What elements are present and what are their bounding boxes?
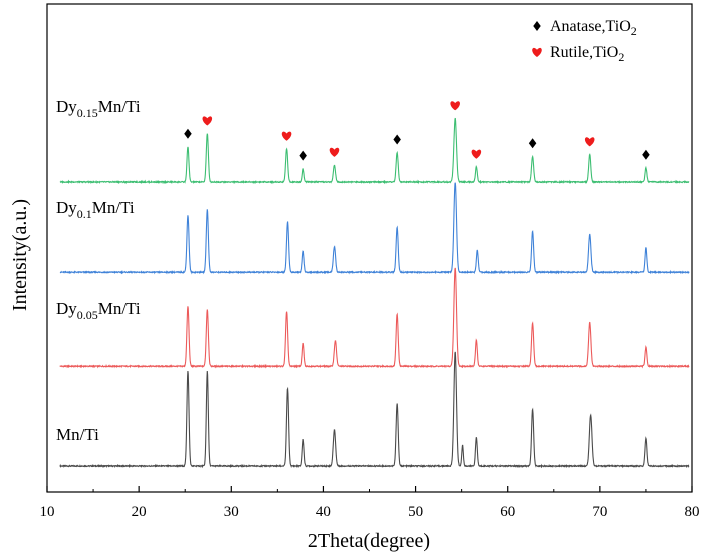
- rutile-peak-marker: [202, 116, 213, 126]
- series-line: [59, 117, 690, 185]
- x-tick-label: 10: [40, 504, 55, 520]
- anatase-peak-marker: [393, 134, 401, 145]
- anatase-peak-marker: [184, 128, 192, 139]
- rutile-peak-marker: [584, 137, 595, 147]
- x-tick-label: 80: [685, 504, 700, 520]
- series-line: [59, 351, 690, 469]
- series-label: Dy0.1Mn/Ti: [56, 198, 135, 221]
- series-line: [59, 267, 690, 369]
- anatase-peak-marker: [299, 150, 307, 161]
- x-tick-label: 50: [408, 504, 423, 520]
- series-line: [59, 182, 690, 275]
- plot-frame: [46, 3, 693, 493]
- legend: Anatase,TiO2 Rutile,TiO2: [532, 18, 637, 64]
- series-label: Dy0.05Mn/Ti: [56, 299, 141, 322]
- legend-entry-label: Anatase,TiO2: [550, 18, 637, 38]
- x-axis-label: 2Theta(degree): [308, 530, 430, 552]
- x-tick-label: 20: [132, 504, 147, 520]
- series-layer: Mn/Ti Dy0.05Mn/Ti Dy0.1Mn/Ti Dy0.15Mn/Ti: [56, 97, 690, 469]
- x-tick-label: 40: [316, 504, 331, 520]
- plot-area-border: [46, 3, 693, 493]
- series-label: Dy0.15Mn/Ti: [56, 97, 141, 120]
- x-tick-label: 30: [224, 504, 239, 520]
- rutile-peak-marker: [450, 101, 460, 111]
- legend-heart-marker: [532, 47, 542, 57]
- x-tick-label: 70: [592, 504, 607, 520]
- anatase-peak-marker: [528, 138, 537, 149]
- legend-entry-label: Rutile,TiO2: [550, 44, 624, 64]
- series-label: Mn/Ti: [56, 425, 99, 444]
- rutile-peak-marker: [281, 131, 292, 141]
- anatase-peak-marker: [642, 149, 650, 160]
- legend-diamond-marker: [533, 21, 541, 31]
- x-tick-label: 60: [500, 504, 515, 520]
- peak-marker-layer: [184, 101, 650, 161]
- rutile-peak-marker: [329, 147, 340, 157]
- rutile-peak-marker: [471, 149, 482, 159]
- x-tick-layer: 10 20 30 40 50 60 70 80: [40, 486, 700, 520]
- y-axis-label: Intensity(a.u.): [9, 199, 31, 311]
